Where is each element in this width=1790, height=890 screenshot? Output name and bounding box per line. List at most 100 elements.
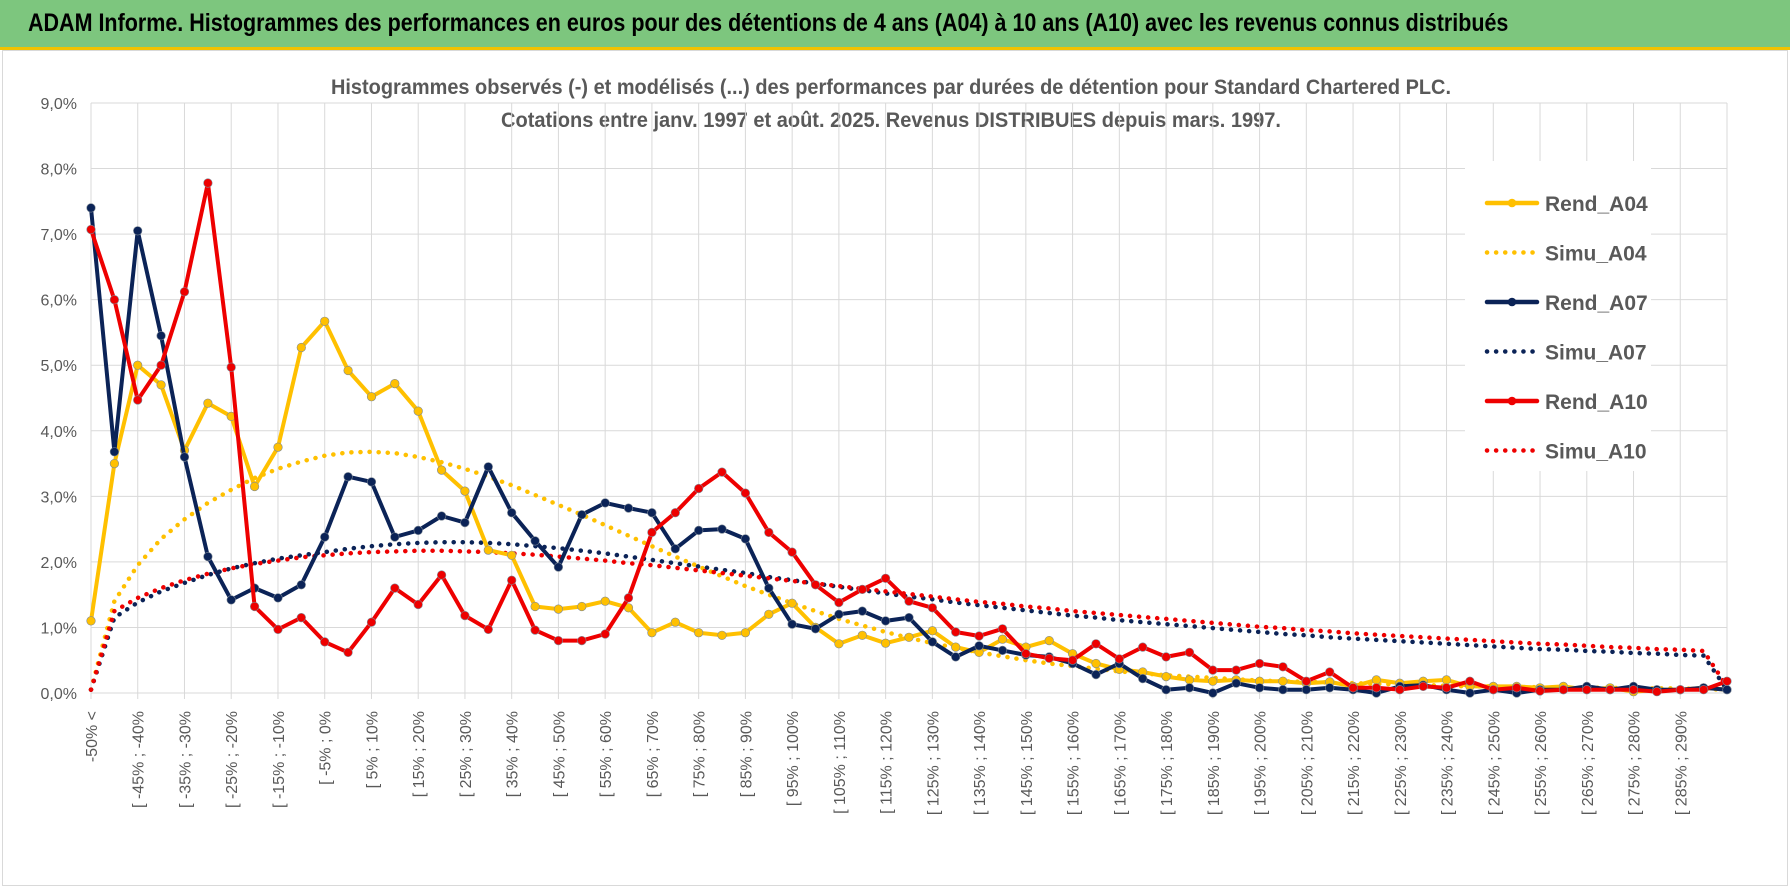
x-tick-label: [ 25% ; 30% xyxy=(458,711,475,797)
x-tick-label: [ 5% ; 10% xyxy=(364,711,381,788)
data-point-Rend_A04 xyxy=(530,601,540,612)
data-point-Rend_A04 xyxy=(1184,675,1195,685)
x-tick-label: [ -5% ; 0% xyxy=(318,711,335,785)
data-point-Rend_A10 xyxy=(577,635,587,646)
x-tick-label: [ 105% ; 110% xyxy=(832,711,849,814)
data-point-Rend_A10 xyxy=(623,593,634,603)
data-point-Rend_A10 xyxy=(203,178,213,188)
data-point-Rend_A07 xyxy=(273,593,283,603)
data-point-Rend_A10 xyxy=(787,547,797,557)
data-point-Rend_A04 xyxy=(951,642,961,652)
data-point-Rend_A04 xyxy=(250,481,260,492)
data-point-Rend_A10 xyxy=(413,599,423,610)
x-tick-label: [ 255% ; 260% xyxy=(1533,711,1550,815)
x-tick-label: [ -45% ; -40% xyxy=(131,711,148,808)
data-point-Rend_A07 xyxy=(623,503,634,513)
data-point-Rend_A10 xyxy=(1488,685,1498,695)
data-point-Rend_A04 xyxy=(834,639,844,649)
data-point-Rend_A10 xyxy=(553,635,564,646)
y-tick-label: 6,0% xyxy=(41,293,77,310)
data-point-Rend_A04 xyxy=(1278,676,1288,686)
x-tick-label: [ 35% ; 40% xyxy=(505,711,522,797)
x-tick-label: [ 225% ; 230% xyxy=(1393,711,1410,815)
data-point-Rend_A04 xyxy=(390,379,400,389)
x-tick-label: [ 275% ; 280% xyxy=(1627,711,1644,815)
data-point-Rend_A10 xyxy=(1675,685,1685,695)
x-tick-label: [ 135% ; 140% xyxy=(972,711,989,815)
data-point-Rend_A10 xyxy=(1231,665,1241,675)
y-tick-label: 4,0% xyxy=(41,424,77,441)
legend-label: Rend_A04 xyxy=(1545,193,1648,216)
data-point-Rend_A07 xyxy=(834,609,844,619)
data-point-Rend_A07 xyxy=(1278,685,1288,695)
x-tick-label: [ 205% ; 210% xyxy=(1299,711,1316,815)
x-tick-label: [ 65% ; 70% xyxy=(645,711,662,797)
data-point-Rend_A07 xyxy=(857,606,867,616)
y-tick-label: 0,0% xyxy=(41,686,77,703)
data-point-Rend_A04 xyxy=(1208,676,1218,686)
data-point-Rend_A04 xyxy=(997,634,1008,644)
data-point-Rend_A07 xyxy=(109,447,119,457)
x-tick-label: [ 75% ; 80% xyxy=(692,711,709,797)
data-point-Rend_A04 xyxy=(296,342,306,353)
data-point-Rend_A07 xyxy=(1231,678,1241,688)
data-point-Rend_A10 xyxy=(343,647,353,658)
chart-title-line: Histogrammes observés (-) et modélisés (… xyxy=(331,76,1451,99)
x-tick-label: [ 145% ; 150% xyxy=(1019,711,1036,815)
data-point-Rend_A04 xyxy=(273,442,283,452)
legend-label: Rend_A07 xyxy=(1545,292,1648,315)
data-point-Rend_A10 xyxy=(226,362,236,372)
data-point-Rend_A10 xyxy=(1278,662,1288,672)
data-point-Rend_A04 xyxy=(320,316,330,326)
x-tick-label: [ 55% ; 60% xyxy=(598,711,615,797)
data-point-Rend_A07 xyxy=(483,462,493,472)
data-point-Rend_A10 xyxy=(1044,653,1054,663)
data-point-Rend_A07 xyxy=(577,510,587,520)
x-tick-label: [ 15% ; 20% xyxy=(411,711,428,797)
data-point-Rend_A10 xyxy=(1371,683,1381,693)
data-point-Rend_A07 xyxy=(203,552,213,562)
x-tick-label: [ 45% ; 50% xyxy=(551,711,568,797)
chart-area: Histogrammes observés (-) et modélisés (… xyxy=(2,50,1788,886)
data-point-Rend_A10 xyxy=(1652,687,1662,697)
x-tick-label: [ 265% ; 270% xyxy=(1580,711,1597,815)
data-point-Rend_A04 xyxy=(740,628,751,638)
x-tick-label: [ 165% ; 170% xyxy=(1112,711,1129,815)
data-point-Rend_A07 xyxy=(880,616,891,626)
data-point-Rend_A04 xyxy=(507,550,517,560)
series-line-Simu_A07 xyxy=(88,539,1730,692)
data-point-Rend_A07 xyxy=(507,508,517,518)
legend-label: Simu_A10 xyxy=(1545,441,1647,464)
data-point-Rend_A10 xyxy=(156,360,166,370)
data-point-Rend_A10 xyxy=(1325,667,1335,677)
data-point-Rend_A10 xyxy=(86,224,96,235)
data-point-Rend_A04 xyxy=(133,360,143,370)
data-point-Rend_A04 xyxy=(670,617,680,627)
data-point-Rend_A07 xyxy=(1254,683,1265,693)
data-point-Rend_A10 xyxy=(1535,686,1545,696)
data-point-Rend_A04 xyxy=(203,398,213,408)
y-tick-label: 3,0% xyxy=(41,489,77,506)
data-point-Rend_A10 xyxy=(997,624,1008,634)
data-point-Rend_A07 xyxy=(974,641,984,651)
data-point-Rend_A07 xyxy=(717,524,727,534)
data-point-Rend_A07 xyxy=(1208,688,1218,698)
data-point-Rend_A04 xyxy=(1091,658,1101,669)
data-point-Rend_A04 xyxy=(86,616,96,626)
data-point-Rend_A10 xyxy=(974,631,984,641)
legend-marker xyxy=(1507,297,1517,307)
data-point-Rend_A07 xyxy=(553,562,564,572)
data-point-Rend_A10 xyxy=(1628,685,1639,695)
data-point-Rend_A04 xyxy=(1044,635,1054,646)
data-point-Rend_A10 xyxy=(647,527,657,538)
data-point-Rend_A04 xyxy=(483,545,493,555)
data-point-Rend_A10 xyxy=(530,625,540,635)
data-point-Rend_A04 xyxy=(1161,671,1171,682)
data-point-Rend_A07 xyxy=(951,652,961,662)
legend-item-Simu_A07: Simu_A07 xyxy=(1484,342,1647,365)
data-point-Rend_A04 xyxy=(880,638,891,648)
data-point-Rend_A07 xyxy=(787,619,797,629)
line-chart: Histogrammes observés (-) et modélisés (… xyxy=(41,76,1732,815)
x-tick-label: [ 155% ; 160% xyxy=(1066,711,1083,815)
data-point-Rend_A10 xyxy=(1301,676,1311,686)
